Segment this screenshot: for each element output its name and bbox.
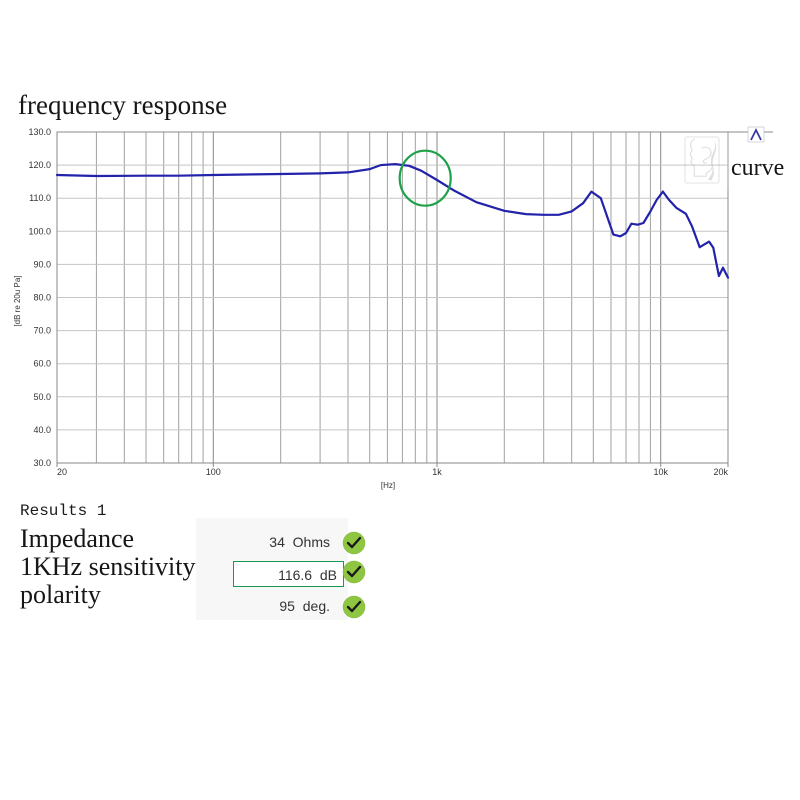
svg-text:[dB re 20u Pa]: [dB re 20u Pa] (13, 275, 22, 326)
svg-text:10k: 10k (653, 467, 668, 477)
svg-text:110.0: 110.0 (29, 193, 51, 203)
svg-text:70.0: 70.0 (33, 326, 51, 336)
svg-text:40.0: 40.0 (33, 425, 51, 435)
svg-text:80.0: 80.0 (33, 293, 51, 303)
svg-text:[Hz]: [Hz] (381, 481, 395, 490)
svg-text:20k: 20k (713, 467, 728, 477)
svg-text:100.0: 100.0 (28, 226, 51, 236)
svg-text:20: 20 (57, 467, 67, 477)
svg-text:30.0: 30.0 (33, 458, 51, 468)
svg-text:90.0: 90.0 (33, 259, 51, 269)
svg-text:50.0: 50.0 (33, 392, 51, 402)
svg-text:120.0: 120.0 (28, 160, 51, 170)
svg-text:100: 100 (206, 467, 221, 477)
svg-text:130.0: 130.0 (28, 127, 51, 137)
svg-text:60.0: 60.0 (33, 359, 51, 369)
svg-text:1k: 1k (432, 467, 442, 477)
